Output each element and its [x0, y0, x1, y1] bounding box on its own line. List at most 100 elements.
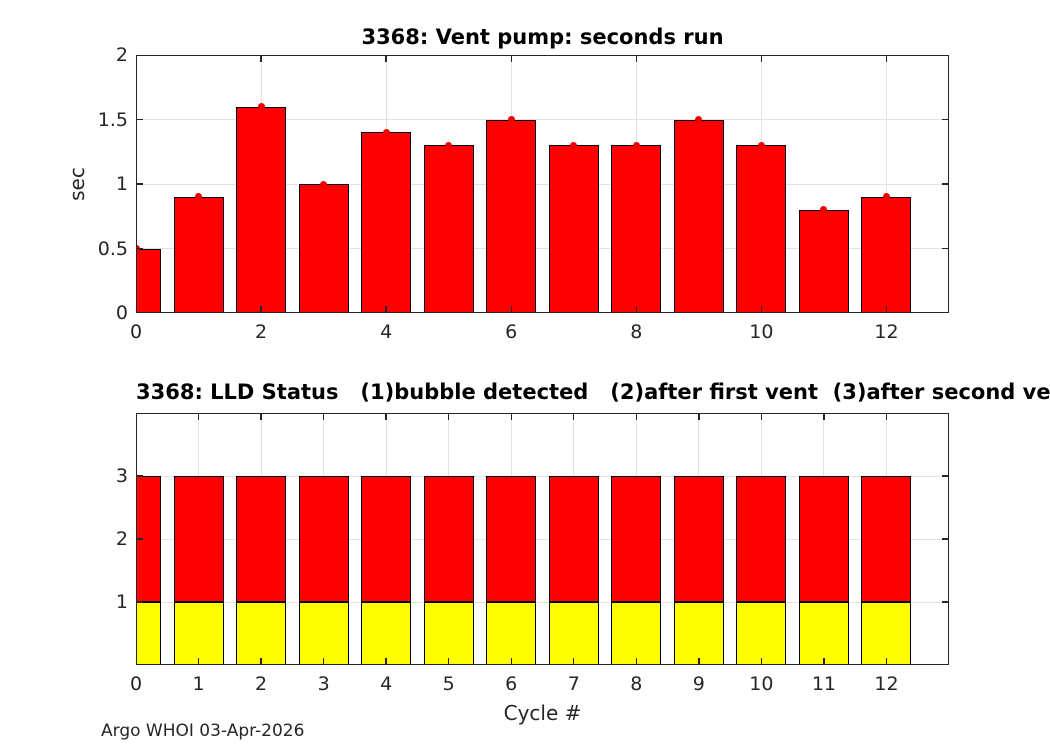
x-tick-label: 3 [317, 673, 330, 695]
x-tick-mark-top [760, 55, 763, 62]
x-tick-mark [510, 306, 512, 313]
bar-segment-status-levels-2-3-after-vents [736, 476, 787, 602]
x-tick-mark-top [760, 413, 763, 420]
x-tick-label: 0 [129, 321, 143, 343]
y-tick-label: 2 [115, 44, 128, 66]
x-tick-mark-top [260, 55, 262, 62]
bar-top-marker [195, 193, 203, 201]
x-tick-mark-top [885, 55, 888, 62]
x-tick-mark-top [635, 55, 637, 62]
x-tick-mark [698, 658, 700, 665]
bar [798, 209, 849, 313]
axes-frame [136, 55, 949, 313]
x-tick-mark [635, 306, 637, 313]
bar-top-marker [507, 116, 515, 123]
x-tick-mark-top [510, 55, 512, 62]
x-tick-mark [885, 658, 888, 665]
x-tick-mark [260, 306, 262, 313]
x-tick-mark [385, 658, 387, 665]
bar [861, 196, 912, 313]
x-tick-mark-top [823, 413, 825, 420]
x-tick-label: 10 [749, 321, 774, 343]
x-tick-mark [385, 306, 387, 313]
x-tick-label: 1 [192, 673, 205, 695]
x-tick-label: 4 [380, 673, 393, 695]
x-tick-label: 12 [874, 321, 899, 343]
y-tick-mark-right [942, 475, 949, 477]
y-tick-mark [136, 538, 143, 540]
x-tick-label: 9 [692, 673, 705, 695]
bar [423, 145, 474, 313]
x-tick-label: 5 [442, 673, 455, 695]
y-tick-label: 1.5 [97, 108, 128, 131]
x-tick-label: 8 [630, 673, 643, 695]
y-tick-mark [136, 475, 143, 477]
x-tick-mark [823, 658, 825, 665]
y-tick-mark-right [942, 247, 949, 250]
bar-segment-status-levels-2-3-after-vents [611, 476, 662, 602]
x-tick-label: 6 [505, 673, 518, 695]
x-tick-mark-top [385, 413, 387, 420]
bottom-chart-x-axis-label: Cycle # [503, 701, 582, 725]
bar-segment-status-level-1-bubble-detected [298, 602, 349, 665]
axes-frame [136, 413, 949, 665]
x-tick-mark-top [260, 413, 262, 420]
bar-top-marker [632, 141, 640, 149]
gridline-horizontal [136, 601, 949, 603]
x-tick-mark-top [197, 413, 200, 420]
y-tick-label: 0.5 [97, 237, 128, 260]
x-tick-mark [760, 658, 763, 665]
x-tick-label: 12 [874, 673, 899, 695]
bar-segment-status-level-1-bubble-detected [736, 602, 787, 665]
y-tick-label: 1 [115, 173, 128, 195]
x-tick-mark [760, 306, 763, 313]
bar [673, 119, 724, 313]
x-tick-mark [573, 658, 575, 665]
bar-segment-status-level-1-bubble-detected [136, 602, 162, 665]
bar [736, 145, 787, 313]
bar-segment-status-levels-2-3-after-vents [548, 476, 599, 602]
bar-top-marker [445, 141, 453, 149]
y-tick-mark-right [942, 118, 949, 121]
y-tick-mark [136, 247, 143, 250]
bar-segment-status-levels-2-3-after-vents [236, 476, 287, 602]
bar-segment-status-levels-2-3-after-vents [673, 476, 724, 602]
x-tick-label: 7 [567, 673, 580, 695]
bar-segment-status-levels-2-3-after-vents [173, 476, 224, 602]
x-tick-mark [510, 658, 512, 665]
y-tick-label: 3 [115, 465, 128, 487]
bar-top-marker [382, 128, 390, 136]
plot-area [136, 55, 949, 313]
bar [548, 145, 599, 313]
bar-top-marker [820, 206, 828, 214]
x-tick-mark-top [885, 413, 888, 420]
bar [236, 106, 287, 313]
y-tick-mark [136, 118, 143, 121]
gridline-horizontal [136, 475, 949, 477]
y-tick-mark-right [942, 601, 949, 603]
y-tick-label: 0 [115, 302, 128, 324]
gridline-horizontal [136, 183, 949, 185]
x-tick-mark [885, 306, 888, 313]
x-tick-mark-top [447, 413, 450, 420]
x-tick-label: 4 [380, 321, 393, 343]
bar-segment-status-levels-2-3-after-vents [361, 476, 412, 602]
x-tick-mark [635, 658, 637, 665]
bar-segment-status-level-1-bubble-detected [236, 602, 287, 665]
top-chart-title: 3368: Vent pump: seconds run [361, 25, 724, 49]
bar [173, 196, 224, 313]
bar-top-marker [257, 103, 265, 111]
gridline-horizontal [136, 248, 949, 249]
x-tick-mark-top [573, 413, 575, 420]
x-tick-label: 11 [811, 673, 837, 695]
bar [361, 132, 412, 313]
bar-top-marker [757, 141, 765, 149]
x-tick-mark [447, 658, 450, 665]
y-tick-mark [136, 183, 143, 185]
bar [611, 145, 662, 313]
bar-top-marker [695, 116, 703, 123]
bar-segment-status-levels-2-3-after-vents [423, 476, 474, 602]
x-tick-label: 0 [129, 673, 143, 695]
